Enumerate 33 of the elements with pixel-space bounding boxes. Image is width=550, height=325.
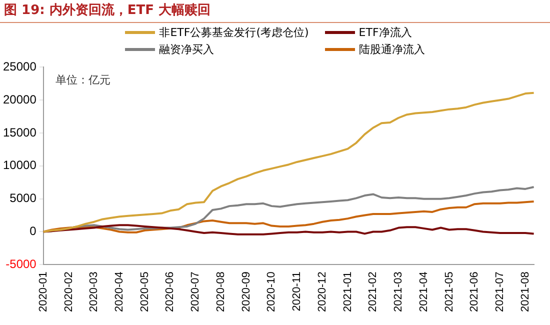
x-tick-label: 2020-05 <box>138 272 151 312</box>
x-tick-label: 2021-07 <box>494 272 506 312</box>
x-tick-label: 2021-08 <box>519 272 532 312</box>
x-tick-label: 2020-06 <box>164 272 176 312</box>
x-tick-label: 2021-05 <box>443 272 456 312</box>
x-tick-label: 2021-03 <box>392 272 405 312</box>
x-tick-label: 2020-02 <box>62 272 75 312</box>
y-tick-label: 15000 <box>2 125 37 140</box>
x-tick-label: 2020-03 <box>88 272 100 312</box>
x-tick-label: 2021-06 <box>468 272 481 312</box>
y-tick-label: 0 <box>30 224 37 238</box>
y-tick-label: 10000 <box>2 158 37 172</box>
x-tick-label: 2021-02 <box>367 272 380 312</box>
x-tick-label: 2020-04 <box>114 272 126 312</box>
x-tick-label: 2021-04 <box>418 272 430 312</box>
legend-label: 非ETF公募基金发行(考虑仓位) <box>159 25 309 40</box>
legend-label: 陆股通净流入 <box>358 42 425 57</box>
x-tick-label: 2020-10 <box>266 272 278 312</box>
x-tick-label: 2021-01 <box>342 272 354 312</box>
x-tick-label: 2020-01 <box>37 272 50 312</box>
y-tick-label: 20000 <box>2 92 37 106</box>
x-tick-label: 2020-08 <box>214 272 227 312</box>
chart-title: 图 19: 内外资回流，ETF 大幅赎回 <box>0 0 550 23</box>
x-tick-label: 2020-07 <box>190 272 202 312</box>
legend-label: 融资净买入 <box>159 42 214 57</box>
x-tick-label: 2020-09 <box>240 272 252 312</box>
y-tick-label: 5000 <box>10 191 37 206</box>
legend-label: ETF净流入 <box>358 25 412 40</box>
annotation: 单位：亿元 <box>55 74 110 87</box>
x-tick-label: 2020-11 <box>291 272 304 312</box>
y-tick-label: -5000 <box>6 256 37 271</box>
x-tick-label: 2020-12 <box>316 272 328 312</box>
y-tick-label: 25000 <box>2 60 37 74</box>
